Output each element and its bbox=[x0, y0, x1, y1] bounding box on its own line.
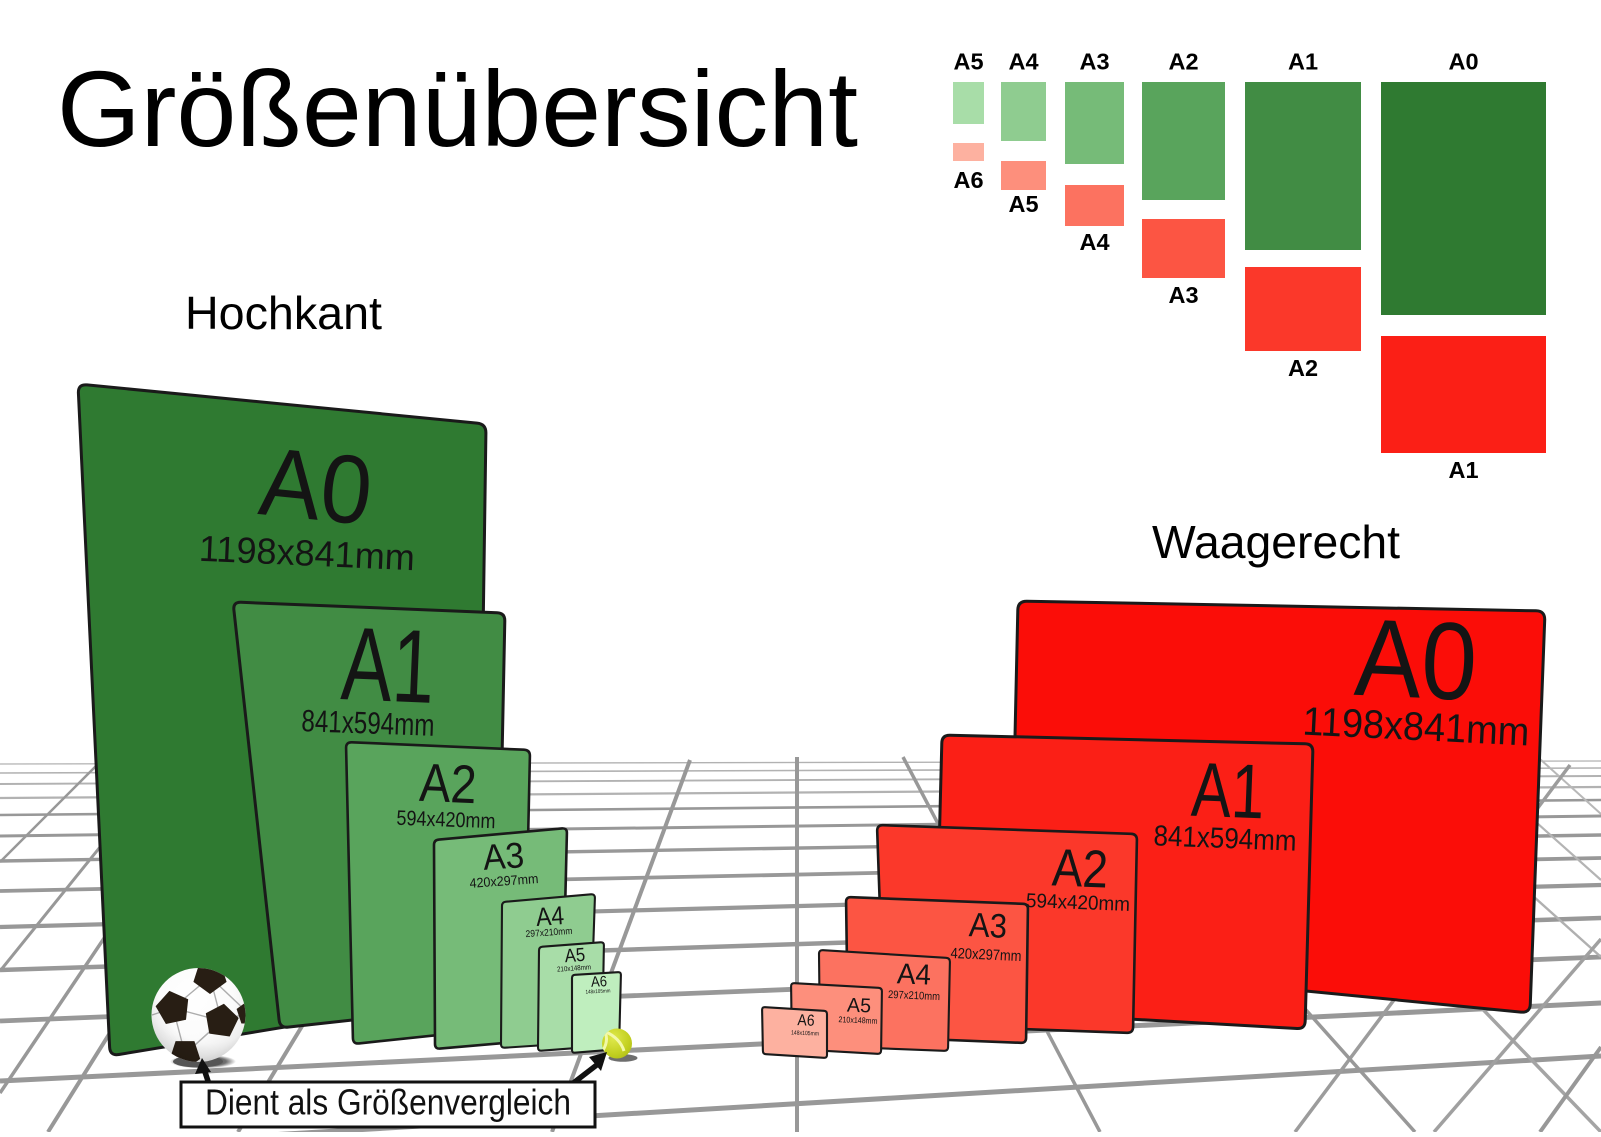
svg-text:A1: A1 bbox=[1448, 457, 1478, 483]
svg-text:A4: A4 bbox=[535, 900, 565, 932]
svg-text:297x210mm: 297x210mm bbox=[888, 989, 940, 1003]
svg-text:A5: A5 bbox=[953, 49, 983, 75]
svg-text:Dient als Größenvergleich: Dient als Größenvergleich bbox=[205, 1082, 571, 1123]
svg-text:148x105mm: 148x105mm bbox=[791, 1030, 819, 1037]
svg-text:A0: A0 bbox=[1448, 49, 1478, 75]
svg-text:148x105mm: 148x105mm bbox=[585, 988, 611, 995]
svg-text:841x594mm: 841x594mm bbox=[301, 703, 435, 743]
svg-text:Hochkant: Hochkant bbox=[185, 287, 382, 339]
svg-text:420x297mm: 420x297mm bbox=[950, 945, 1022, 965]
svg-text:594x420mm: 594x420mm bbox=[396, 807, 496, 833]
svg-text:A5: A5 bbox=[564, 945, 586, 967]
svg-text:A0: A0 bbox=[255, 426, 377, 545]
svg-text:A4: A4 bbox=[1008, 49, 1038, 75]
svg-text:Größenübersicht: Größenübersicht bbox=[57, 48, 858, 169]
svg-text:210x148mm: 210x148mm bbox=[557, 962, 592, 973]
svg-text:420x297mm: 420x297mm bbox=[469, 871, 539, 891]
svg-text:A3: A3 bbox=[968, 906, 1008, 946]
svg-text:A5: A5 bbox=[847, 994, 872, 1017]
svg-text:210x148mm: 210x148mm bbox=[838, 1014, 877, 1026]
svg-text:A3: A3 bbox=[1079, 49, 1109, 75]
svg-text:1198x841mm: 1198x841mm bbox=[198, 528, 416, 578]
svg-text:A5: A5 bbox=[1008, 191, 1038, 217]
svg-text:A6: A6 bbox=[797, 1012, 815, 1030]
svg-text:A6: A6 bbox=[953, 167, 983, 193]
svg-text:A1: A1 bbox=[1190, 747, 1266, 836]
svg-text:A0: A0 bbox=[1352, 596, 1479, 724]
svg-text:841x594mm: 841x594mm bbox=[1153, 820, 1297, 857]
svg-text:A2: A2 bbox=[1168, 49, 1198, 75]
svg-text:Waagerecht: Waagerecht bbox=[1152, 516, 1400, 568]
svg-text:A1: A1 bbox=[339, 606, 437, 726]
svg-text:A2: A2 bbox=[1051, 838, 1109, 899]
svg-text:A3: A3 bbox=[1168, 282, 1198, 308]
svg-text:A6: A6 bbox=[591, 973, 608, 991]
svg-text:A3: A3 bbox=[482, 834, 526, 878]
svg-text:594x420mm: 594x420mm bbox=[1026, 890, 1131, 916]
svg-text:297x210mm: 297x210mm bbox=[525, 926, 573, 940]
svg-text:A2: A2 bbox=[418, 753, 477, 815]
svg-text:A4: A4 bbox=[896, 958, 931, 991]
svg-text:A2: A2 bbox=[1288, 355, 1318, 381]
svg-text:A4: A4 bbox=[1079, 229, 1109, 255]
svg-text:A1: A1 bbox=[1288, 49, 1318, 75]
